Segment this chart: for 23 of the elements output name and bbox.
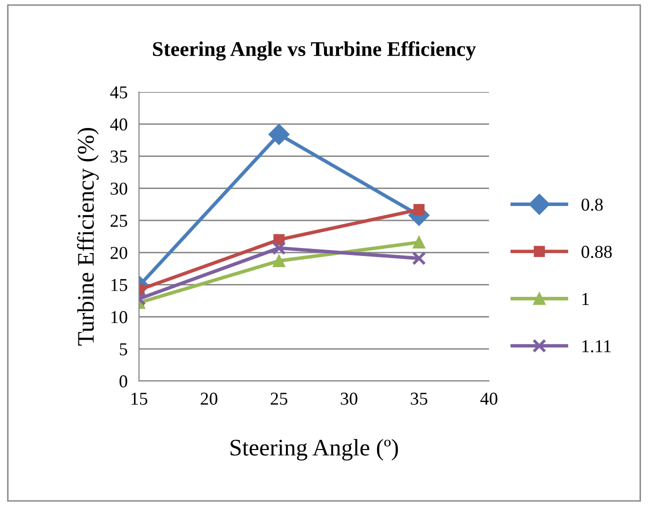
y-tick-label: 5 <box>120 343 128 356</box>
y-tick-label: 30 <box>110 182 128 195</box>
y-axis-title: Turbine Efficiency (%) <box>77 128 99 346</box>
y-tick-label: 35 <box>110 150 128 163</box>
legend-label: 1 <box>582 293 589 305</box>
x-tick-label: 25 <box>270 392 288 405</box>
y-tick-label: 15 <box>111 279 128 292</box>
legend-label: 0.8 <box>582 198 603 211</box>
legend-label: 0.88 <box>582 246 612 258</box>
x-tick-label: 40 <box>480 392 498 405</box>
x-axis-title: Steering Angle (º) <box>230 439 398 461</box>
x-tick-label: 30 <box>340 392 358 405</box>
legend-label: 1.11 <box>582 340 611 352</box>
x-tick-label: 15 <box>132 392 148 405</box>
y-tick-label: 10 <box>111 311 128 324</box>
chart-title: Steering Angle vs Turbine Efficiency <box>153 41 476 60</box>
y-tick-label: 0 <box>120 375 128 388</box>
x-tick-label: 20 <box>200 392 218 405</box>
y-tick-label: 20 <box>110 246 128 259</box>
y-tick-label: 40 <box>110 118 128 131</box>
y-tick-label: 25 <box>110 214 128 227</box>
x-tick-label: 35 <box>410 392 428 405</box>
y-tick-label: 45 <box>110 86 128 98</box>
